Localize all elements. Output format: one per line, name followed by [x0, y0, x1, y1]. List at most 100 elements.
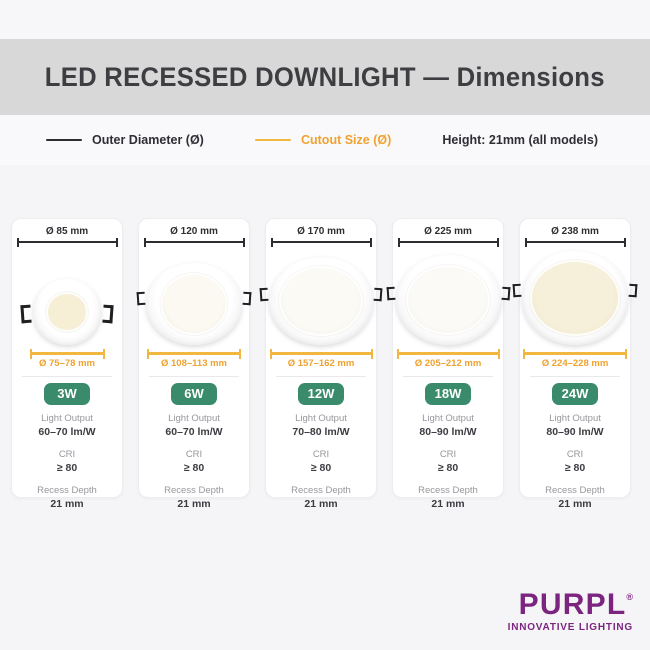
- downlight-photo: [12, 247, 122, 347]
- product-card-24w: Ø 238 mm Ø 224–228 mm 24W Light Output 8…: [512, 218, 638, 510]
- outer-diameter-label: Ø 170 mm: [297, 226, 345, 237]
- cri-value: ≥ 80: [437, 462, 459, 474]
- cutout-dimension-line: [269, 348, 373, 359]
- page-title: LED RECESSED DOWNLIGHT — Dimensions: [44, 61, 606, 92]
- outer-diameter-dimension-line: [270, 237, 372, 247]
- outer-diameter-label: Ø 120 mm: [170, 226, 218, 237]
- light-output-value: 80–90 lm/W: [419, 426, 477, 438]
- product-card-18w: Ø 225 mm Ø 205–212 mm 18W Light Output 8…: [386, 218, 510, 510]
- outer-diameter-label: Ø 225 mm: [424, 226, 472, 237]
- mounting-clip-right-icon: [628, 283, 638, 298]
- cri-label: CRI: [312, 449, 330, 460]
- brand-logo: PURPL® Innovative Lighting: [508, 590, 633, 633]
- outer-diameter-label: Ø 238 mm: [551, 226, 599, 237]
- header-band: LED RECESSED DOWNLIGHT — Dimensions: [0, 39, 650, 115]
- light-output-label: Light Output: [168, 413, 220, 424]
- light-output-value: 70–80 lm/W: [292, 426, 350, 438]
- outer-diameter-label: Ø 85 mm: [45, 226, 89, 237]
- downlight-lens: [279, 266, 363, 336]
- wattage-badge: 18W: [425, 383, 471, 405]
- recess-depth-value: 21 mm: [558, 498, 592, 510]
- legend-cutout-size: Cutout Size (Ø): [254, 133, 392, 147]
- cri-value: ≥ 80: [310, 462, 332, 474]
- downlight-body: [386, 255, 510, 345]
- light-output-label: Light Output: [549, 413, 601, 424]
- recess-depth-label: Recess Depth: [164, 485, 224, 496]
- legend-outer-diameter-label: Outer Diameter (Ø): [92, 133, 204, 147]
- cutout-dimension-line: [396, 348, 500, 359]
- product-card-6w: Ø 120 mm Ø 108–113 mm 6W Light Output 60…: [136, 218, 252, 510]
- recess-depth-value: 21 mm: [304, 498, 338, 510]
- cri-label: CRI: [439, 449, 457, 460]
- cri-label: CRI: [58, 449, 76, 460]
- cutout-size-line-swatch: [254, 138, 291, 142]
- cutout-size-label: Ø 75–78 mm: [39, 358, 95, 369]
- cri-label: CRI: [185, 449, 203, 460]
- downlight-body: [259, 257, 383, 345]
- cri-value: ≥ 80: [56, 462, 78, 474]
- recess-depth-label: Recess Depth: [37, 485, 97, 496]
- recess-depth-label: Recess Depth: [291, 485, 351, 496]
- cutout-size-label: Ø 224–228 mm: [541, 358, 609, 369]
- downlight-photo: [259, 247, 383, 347]
- mounting-clip-right-icon: [102, 305, 114, 324]
- divider: [149, 376, 239, 377]
- cutout-size-label: Ø 205–212 mm: [414, 358, 482, 369]
- cri-value: ≥ 80: [183, 462, 205, 474]
- cri-label: CRI: [566, 449, 584, 460]
- light-output-value: 60–70 lm/W: [165, 426, 223, 438]
- registered-mark: ®: [626, 592, 633, 602]
- mounting-clip-left-icon: [20, 305, 32, 324]
- recess-depth-value: 21 mm: [431, 498, 465, 510]
- outer-diameter-line-swatch: [46, 138, 82, 142]
- downlight-body: [20, 279, 114, 345]
- outer-diameter-dimension-line: [143, 237, 245, 247]
- downlight-photo: [136, 247, 252, 347]
- wattage-badge: 6W: [171, 383, 217, 405]
- cutout-size-label: Ø 157–162 mm: [287, 358, 355, 369]
- mounting-clip-right-icon: [373, 287, 383, 302]
- product-card-12w: Ø 170 mm Ø 157–162 mm 12W Light Output 7…: [259, 218, 383, 510]
- brand-name: PURPL®: [518, 588, 633, 621]
- outer-diameter-dimension-line: [524, 237, 626, 247]
- mounting-clip-right-icon: [501, 286, 510, 300]
- downlight-lens: [46, 292, 88, 332]
- mounting-clip-left-icon: [512, 283, 522, 298]
- wattage-badge: 3W: [44, 383, 90, 405]
- product-card-3w: Ø 85 mm Ø 75–78 mm 3W Light Output 60–70…: [11, 218, 123, 510]
- light-output-value: 80–90 lm/W: [546, 426, 604, 438]
- divider: [530, 376, 620, 377]
- downlight-lens: [530, 260, 620, 336]
- divider: [22, 376, 112, 377]
- recess-depth-value: 21 mm: [177, 498, 211, 510]
- cutout-size-label: Ø 108–113 mm: [160, 358, 228, 369]
- divider: [276, 376, 366, 377]
- legend-outer-diameter: Outer Diameter (Ø): [46, 133, 204, 147]
- wattage-badge: 24W: [552, 383, 598, 405]
- recess-depth-label: Recess Depth: [545, 485, 605, 496]
- legend: Outer Diameter (Ø) Cutout Size (Ø) Heigh…: [0, 115, 650, 165]
- height-note: Height: 21mm (all models): [442, 133, 598, 147]
- mounting-clip-right-icon: [242, 291, 252, 305]
- downlight-lens: [160, 273, 228, 335]
- light-output-label: Light Output: [422, 413, 474, 424]
- light-output-value: 60–70 lm/W: [38, 426, 96, 438]
- downlight-lens: [406, 265, 490, 335]
- divider: [403, 376, 493, 377]
- wattage-badge: 12W: [298, 383, 344, 405]
- downlight-photo: [512, 247, 638, 347]
- cutout-dimension-line: [29, 348, 105, 359]
- cutout-dimension-line: [147, 348, 241, 359]
- recess-depth-value: 21 mm: [50, 498, 84, 510]
- light-output-label: Light Output: [295, 413, 347, 424]
- recess-depth-label: Recess Depth: [418, 485, 478, 496]
- mounting-clip-left-icon: [386, 286, 395, 300]
- mounting-clip-left-icon: [259, 287, 269, 302]
- brand-tagline: Innovative Lighting: [507, 622, 633, 633]
- cri-value: ≥ 80: [564, 462, 586, 474]
- outer-diameter-dimension-line: [397, 237, 499, 247]
- mounting-clip-left-icon: [136, 291, 146, 305]
- cutout-dimension-line: [523, 348, 627, 359]
- top-margin-strip: [0, 0, 650, 39]
- legend-cutout-size-label: Cutout Size (Ø): [300, 133, 392, 147]
